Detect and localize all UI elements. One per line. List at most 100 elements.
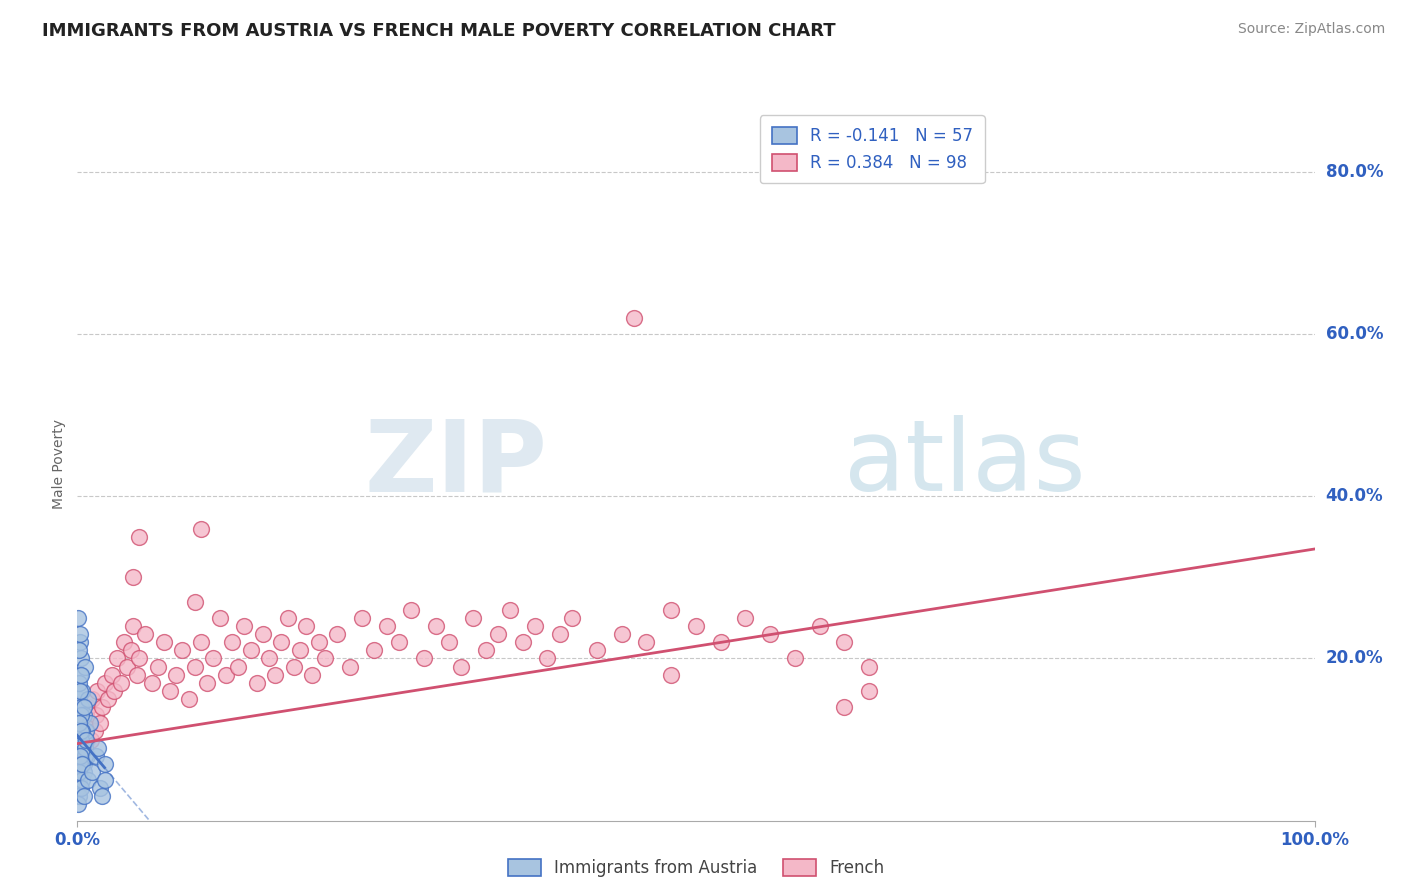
Text: atlas: atlas xyxy=(845,416,1085,512)
Point xyxy=(165,667,187,681)
Point xyxy=(84,708,107,723)
Point xyxy=(72,708,94,723)
Point xyxy=(75,724,97,739)
Point xyxy=(146,659,169,673)
Point xyxy=(128,530,150,544)
Point xyxy=(72,764,94,779)
Point xyxy=(486,627,509,641)
Text: 60.0%: 60.0% xyxy=(1326,325,1384,343)
Point xyxy=(70,700,93,714)
Point xyxy=(69,635,91,649)
Point xyxy=(659,667,682,681)
Point xyxy=(388,635,411,649)
Point xyxy=(72,756,94,771)
Point xyxy=(69,667,91,681)
Point xyxy=(239,643,262,657)
Point xyxy=(474,643,496,657)
Point xyxy=(141,675,163,690)
Y-axis label: Male Poverty: Male Poverty xyxy=(52,419,66,508)
Point xyxy=(72,724,94,739)
Point xyxy=(103,684,125,698)
Point xyxy=(70,724,93,739)
Point xyxy=(710,635,733,649)
Point xyxy=(685,619,707,633)
Point xyxy=(77,773,100,788)
Point xyxy=(190,635,212,649)
Point xyxy=(69,716,91,731)
Point xyxy=(73,748,96,763)
Point xyxy=(339,659,361,673)
Point xyxy=(84,748,107,763)
Point xyxy=(66,797,89,812)
Point xyxy=(257,651,280,665)
Point xyxy=(283,659,305,673)
Point xyxy=(67,764,90,779)
Point xyxy=(67,643,90,657)
Point xyxy=(91,700,114,714)
Point xyxy=(401,603,423,617)
Point xyxy=(77,700,100,714)
Point xyxy=(512,635,534,649)
Point xyxy=(70,732,93,747)
Point xyxy=(221,635,243,649)
Point xyxy=(93,756,115,771)
Point xyxy=(67,732,90,747)
Point xyxy=(190,522,212,536)
Point xyxy=(66,748,89,763)
Point xyxy=(172,643,194,657)
Text: 40.0%: 40.0% xyxy=(1326,487,1384,505)
Point xyxy=(72,716,94,731)
Point xyxy=(314,651,336,665)
Point xyxy=(308,635,330,649)
Point xyxy=(73,659,96,673)
Point xyxy=(80,732,103,747)
Point xyxy=(82,764,104,779)
Point xyxy=(120,643,142,657)
Point xyxy=(159,684,181,698)
Point xyxy=(69,740,91,755)
Point xyxy=(586,643,609,657)
Point xyxy=(79,716,101,731)
Point xyxy=(233,619,256,633)
Point xyxy=(69,756,91,771)
Point xyxy=(264,667,287,681)
Point xyxy=(72,756,94,771)
Text: Source: ZipAtlas.com: Source: ZipAtlas.com xyxy=(1237,22,1385,37)
Text: ZIP: ZIP xyxy=(364,416,547,512)
Point xyxy=(122,619,145,633)
Point xyxy=(67,764,90,779)
Point xyxy=(524,619,547,633)
Point xyxy=(66,611,89,625)
Point xyxy=(67,789,90,804)
Point xyxy=(153,635,176,649)
Point xyxy=(66,781,89,796)
Point xyxy=(636,635,658,649)
Point xyxy=(72,789,94,804)
Point xyxy=(463,611,485,625)
Point xyxy=(70,651,93,665)
Point xyxy=(67,675,90,690)
Point xyxy=(288,643,311,657)
Point xyxy=(246,675,269,690)
Point xyxy=(86,684,108,698)
Point xyxy=(202,651,225,665)
Text: 80.0%: 80.0% xyxy=(1326,163,1384,181)
Text: IMMIGRANTS FROM AUSTRIA VS FRENCH MALE POVERTY CORRELATION CHART: IMMIGRANTS FROM AUSTRIA VS FRENCH MALE P… xyxy=(42,22,835,40)
Point xyxy=(122,570,145,584)
Point xyxy=(79,716,101,731)
Point xyxy=(375,619,398,633)
Point xyxy=(128,651,150,665)
Point xyxy=(110,675,132,690)
Point xyxy=(69,627,91,641)
Point xyxy=(73,740,96,755)
Point xyxy=(70,708,93,723)
Point xyxy=(659,603,682,617)
Point xyxy=(450,659,472,673)
Text: 20.0%: 20.0% xyxy=(1326,649,1384,667)
Point xyxy=(499,603,522,617)
Point xyxy=(215,667,238,681)
Point xyxy=(93,773,115,788)
Point xyxy=(301,667,323,681)
Point xyxy=(184,659,207,673)
Point xyxy=(75,732,97,747)
